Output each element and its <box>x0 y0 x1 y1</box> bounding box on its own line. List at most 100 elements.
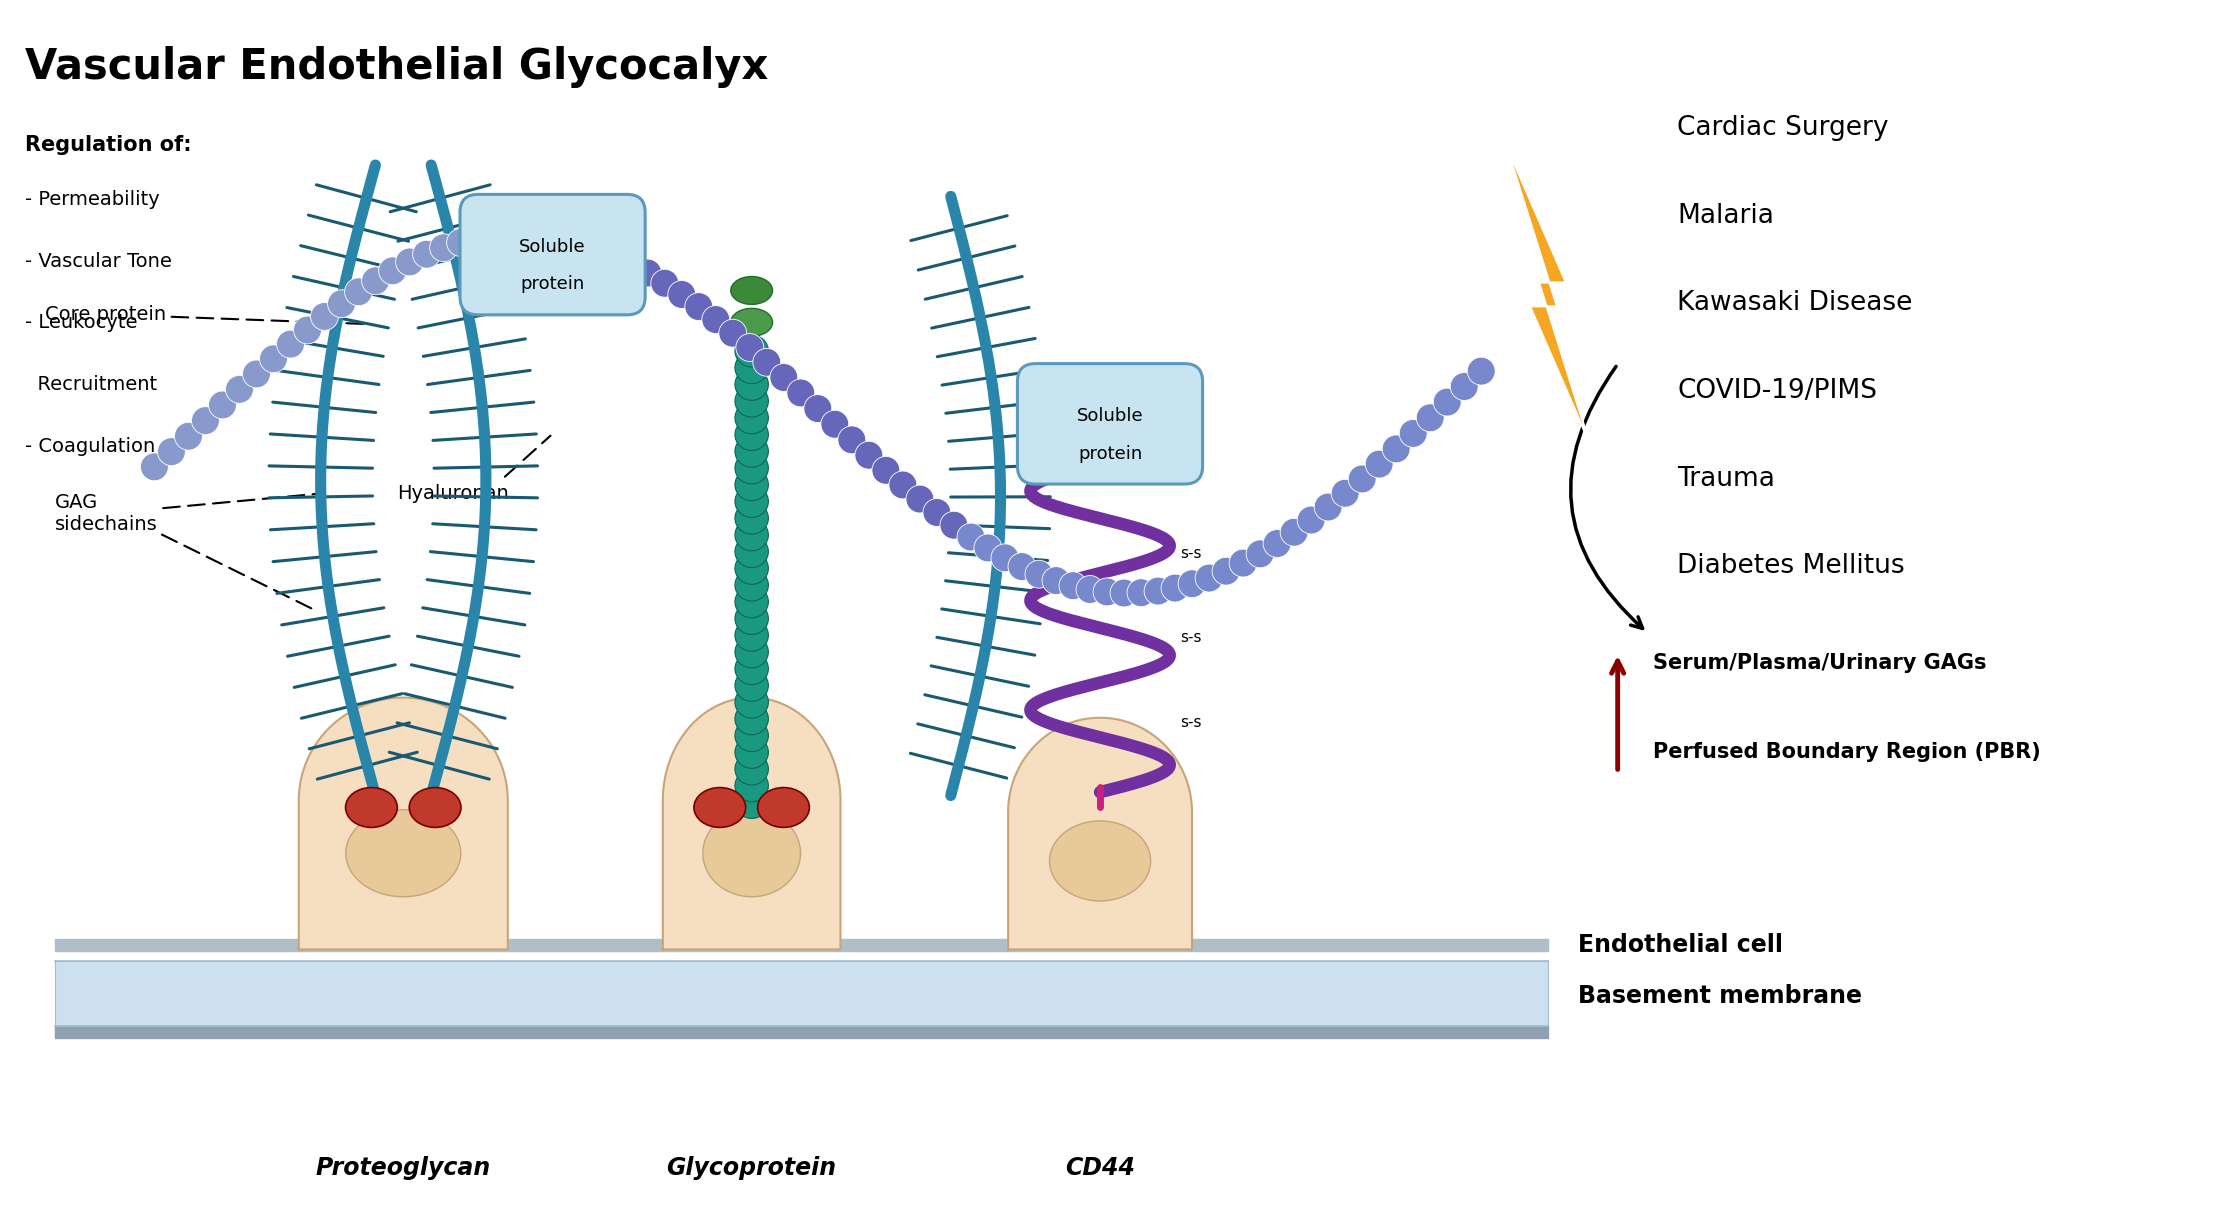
Text: Soluble: Soluble <box>1077 406 1143 425</box>
Text: s-s: s-s <box>1179 631 1201 645</box>
Ellipse shape <box>497 221 526 249</box>
Text: Soluble: Soluble <box>519 238 586 256</box>
Ellipse shape <box>294 317 321 344</box>
Ellipse shape <box>410 787 461 827</box>
Ellipse shape <box>1092 577 1121 605</box>
Ellipse shape <box>736 519 769 551</box>
Ellipse shape <box>328 290 354 318</box>
Ellipse shape <box>736 502 769 534</box>
Text: Vascular Endothelial Glycocalyx: Vascular Endothelial Glycocalyx <box>25 46 769 87</box>
Ellipse shape <box>310 302 339 330</box>
Text: - Vascular Tone: - Vascular Tone <box>25 251 172 270</box>
Text: Proteoglycan: Proteoglycan <box>317 1156 490 1180</box>
Ellipse shape <box>731 277 773 304</box>
FancyBboxPatch shape <box>1016 364 1204 484</box>
Ellipse shape <box>1077 575 1103 603</box>
Ellipse shape <box>736 620 769 651</box>
Ellipse shape <box>758 787 809 827</box>
Ellipse shape <box>693 787 747 827</box>
Text: Recruitment: Recruitment <box>25 375 156 394</box>
Ellipse shape <box>1264 530 1291 558</box>
Ellipse shape <box>1143 577 1172 605</box>
Ellipse shape <box>736 402 769 434</box>
Text: Kawasaki Disease: Kawasaki Disease <box>1678 290 1912 317</box>
Ellipse shape <box>515 221 542 249</box>
Ellipse shape <box>1315 492 1342 520</box>
Ellipse shape <box>140 452 169 480</box>
Ellipse shape <box>1246 540 1275 568</box>
Ellipse shape <box>736 670 769 701</box>
Ellipse shape <box>243 360 270 388</box>
Text: s-s: s-s <box>1179 714 1201 730</box>
Ellipse shape <box>464 224 493 252</box>
Text: Core protein: Core protein <box>45 304 372 324</box>
Ellipse shape <box>1433 388 1462 416</box>
Text: protein: protein <box>1079 445 1141 462</box>
Ellipse shape <box>992 543 1019 571</box>
Ellipse shape <box>820 410 849 438</box>
Ellipse shape <box>430 234 457 262</box>
Ellipse shape <box>1213 557 1239 585</box>
Ellipse shape <box>872 456 901 484</box>
Ellipse shape <box>736 786 769 819</box>
Text: - Leukocyte: - Leukocyte <box>25 313 138 332</box>
Ellipse shape <box>1382 435 1411 463</box>
Ellipse shape <box>736 369 769 400</box>
Ellipse shape <box>736 603 769 634</box>
Text: Perfused Boundary Region (PBR): Perfused Boundary Region (PBR) <box>1652 742 2040 762</box>
Ellipse shape <box>1331 479 1360 507</box>
Ellipse shape <box>1195 564 1224 592</box>
Ellipse shape <box>1349 465 1375 492</box>
Text: Cardiac Surgery: Cardiac Surgery <box>1678 115 1888 141</box>
Ellipse shape <box>736 335 769 366</box>
Ellipse shape <box>787 378 816 406</box>
Text: Serum/Plasma/Urinary GAGs: Serum/Plasma/Urinary GAGs <box>1652 653 1986 673</box>
Text: Diabetes Mellitus: Diabetes Mellitus <box>1678 553 1906 580</box>
Ellipse shape <box>446 228 475 256</box>
Ellipse shape <box>566 229 593 257</box>
Text: CD44: CD44 <box>1065 1156 1135 1180</box>
Ellipse shape <box>1179 570 1206 598</box>
Ellipse shape <box>259 344 288 372</box>
Text: - Coagulation: - Coagulation <box>25 437 156 456</box>
Ellipse shape <box>1050 821 1150 901</box>
Ellipse shape <box>702 306 729 334</box>
Text: - Permeability: - Permeability <box>25 190 160 209</box>
Ellipse shape <box>1228 549 1257 577</box>
Ellipse shape <box>736 536 769 568</box>
Text: Basement membrane: Basement membrane <box>1578 984 1861 1008</box>
Ellipse shape <box>192 406 218 434</box>
Ellipse shape <box>651 269 678 297</box>
Ellipse shape <box>1297 506 1324 534</box>
Ellipse shape <box>1451 372 1478 400</box>
Ellipse shape <box>548 226 577 254</box>
Ellipse shape <box>345 810 461 896</box>
Ellipse shape <box>736 770 769 802</box>
Ellipse shape <box>736 569 769 600</box>
Ellipse shape <box>974 534 1001 562</box>
Ellipse shape <box>736 704 769 735</box>
Ellipse shape <box>1364 450 1393 478</box>
Ellipse shape <box>1110 579 1139 606</box>
Ellipse shape <box>736 653 769 684</box>
Text: GAG
sidechains: GAG sidechains <box>56 492 319 534</box>
Ellipse shape <box>736 552 769 585</box>
Ellipse shape <box>736 736 769 768</box>
Ellipse shape <box>684 292 713 320</box>
Ellipse shape <box>1059 571 1088 599</box>
Text: Endothelial cell: Endothelial cell <box>1578 934 1783 957</box>
Text: Trauma: Trauma <box>1678 466 1774 491</box>
Ellipse shape <box>345 278 372 306</box>
Text: COVID-19/PIMS: COVID-19/PIMS <box>1678 378 1877 404</box>
Ellipse shape <box>1415 404 1444 432</box>
Polygon shape <box>1008 718 1193 950</box>
Ellipse shape <box>769 364 798 392</box>
Ellipse shape <box>617 250 644 278</box>
Ellipse shape <box>905 485 934 513</box>
Ellipse shape <box>1467 357 1496 385</box>
Ellipse shape <box>702 810 800 896</box>
Ellipse shape <box>1008 553 1036 581</box>
Ellipse shape <box>889 471 916 499</box>
Ellipse shape <box>345 787 397 827</box>
Ellipse shape <box>1400 420 1427 448</box>
